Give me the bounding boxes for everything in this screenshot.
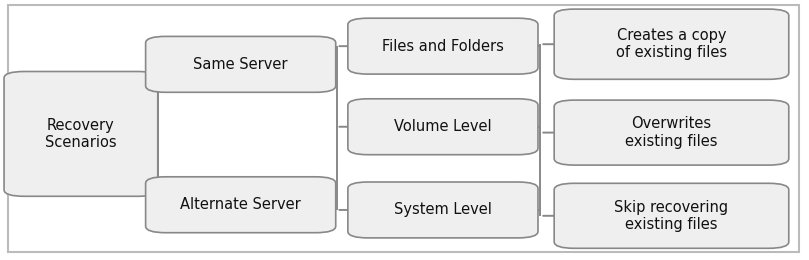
FancyBboxPatch shape (146, 177, 336, 233)
FancyBboxPatch shape (348, 99, 538, 155)
FancyBboxPatch shape (554, 183, 789, 248)
Text: Creates a copy
of existing files: Creates a copy of existing files (616, 28, 727, 60)
Text: Skip recovering
existing files: Skip recovering existing files (614, 200, 729, 232)
Text: Overwrites
existing files: Overwrites existing files (625, 116, 718, 149)
FancyBboxPatch shape (554, 100, 789, 165)
Text: Volume Level: Volume Level (394, 119, 492, 134)
FancyBboxPatch shape (348, 182, 538, 238)
FancyBboxPatch shape (554, 9, 789, 79)
Text: Same Server: Same Server (193, 57, 288, 72)
FancyBboxPatch shape (146, 36, 336, 92)
Text: Alternate Server: Alternate Server (180, 197, 301, 212)
FancyBboxPatch shape (348, 18, 538, 74)
Text: Recovery
Scenarios: Recovery Scenarios (45, 118, 116, 150)
FancyBboxPatch shape (4, 72, 158, 196)
Text: System Level: System Level (394, 203, 492, 217)
Text: Files and Folders: Files and Folders (382, 39, 504, 54)
